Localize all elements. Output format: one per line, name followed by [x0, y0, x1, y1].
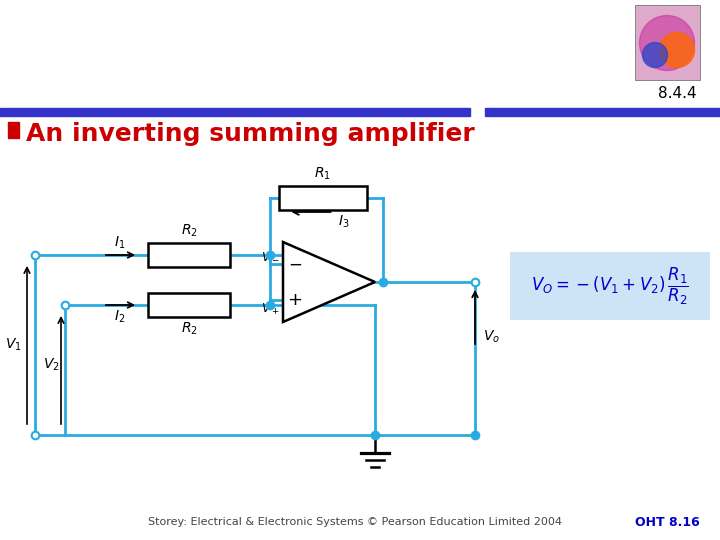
Text: 8.4.4: 8.4.4	[658, 86, 697, 102]
Text: $V_+$: $V_+$	[261, 302, 280, 316]
Ellipse shape	[660, 32, 695, 68]
Bar	[635, 5, 700, 80]
Bar	[0, 108, 470, 116]
Text: $V_1$: $V_1$	[5, 337, 22, 353]
Bar	[510, 252, 710, 320]
Text: Storey: Electrical & Electronic Systems © Pearson Education Limited 2004: Storey: Electrical & Electronic Systems …	[148, 517, 562, 527]
Text: $R_2$: $R_2$	[181, 321, 197, 338]
Text: An inverting summing amplifier: An inverting summing amplifier	[26, 122, 474, 146]
Bar	[148, 293, 230, 317]
Text: $V_2$: $V_2$	[43, 357, 60, 373]
Text: OHT 8.16: OHT 8.16	[635, 516, 700, 529]
Text: $R_1$: $R_1$	[314, 166, 331, 182]
Text: $V_o$: $V_o$	[483, 329, 500, 345]
Text: $I_2$: $I_2$	[114, 309, 126, 326]
Ellipse shape	[639, 16, 695, 71]
Bar	[279, 186, 366, 210]
Text: $V_O = -(V_1 + V_2)\,\dfrac{R_1}{R_2}$: $V_O = -(V_1 + V_2)\,\dfrac{R_1}{R_2}$	[531, 265, 689, 307]
Ellipse shape	[642, 43, 667, 68]
Text: $V_-$: $V_-$	[261, 249, 280, 262]
Text: $I_3$: $I_3$	[338, 214, 350, 231]
Polygon shape	[283, 242, 375, 322]
Text: $I_1$: $I_1$	[114, 234, 126, 251]
Text: −: −	[288, 255, 302, 273]
Text: +: +	[287, 291, 302, 308]
Bar	[485, 108, 720, 116]
Text: $R_2$: $R_2$	[181, 222, 197, 239]
Bar	[148, 243, 230, 267]
Bar	[635, 5, 700, 80]
Bar	[8, 122, 19, 138]
